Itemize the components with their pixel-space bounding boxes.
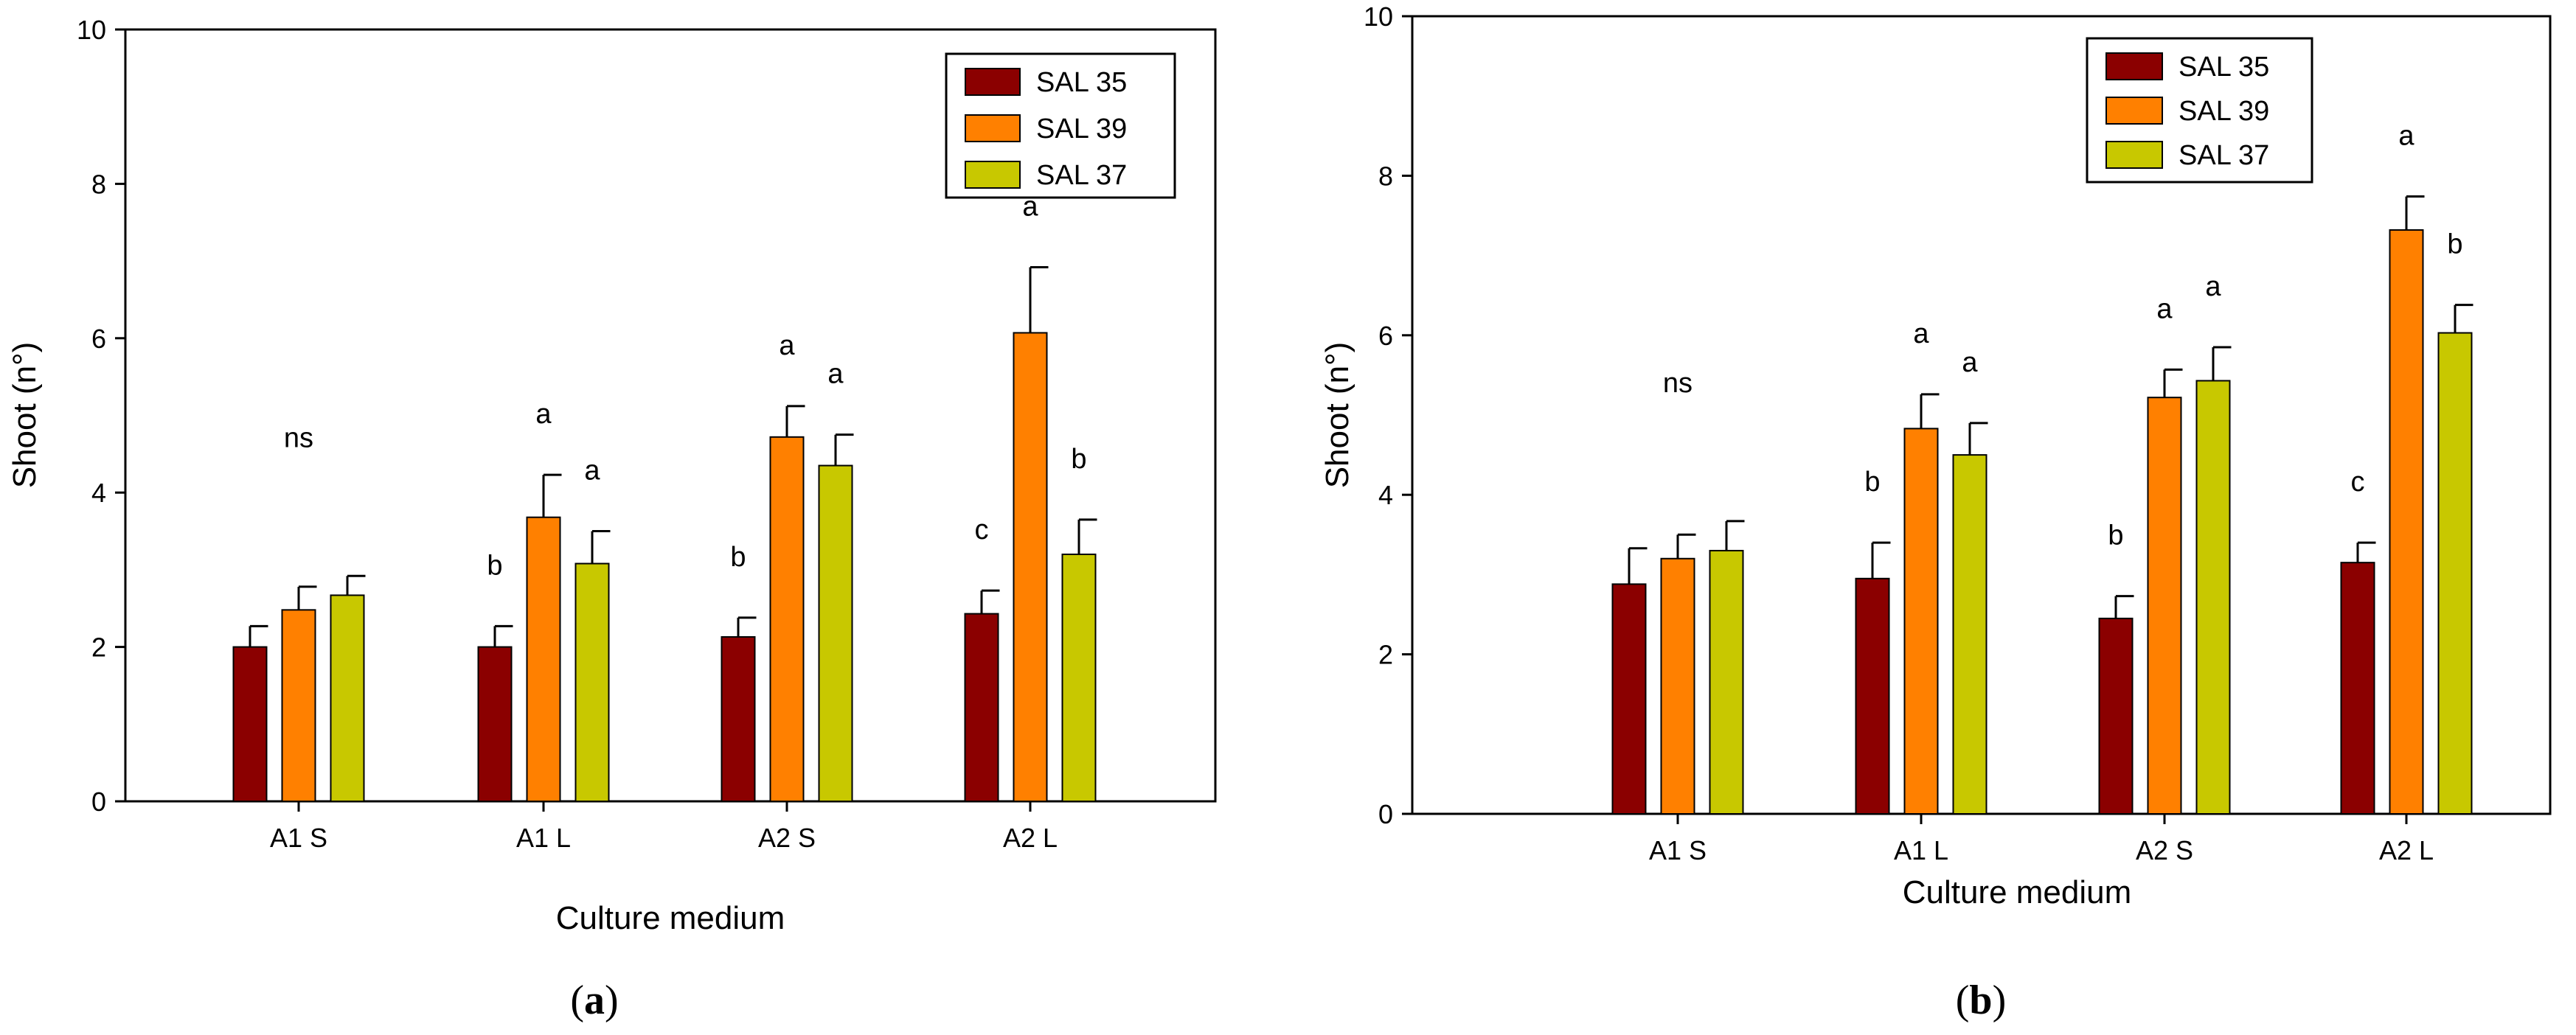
significance-label: a [1022,191,1038,222]
legend-swatch [2105,97,2163,125]
significance-label: b [1864,467,1880,498]
x-tick-label: A1 S [270,823,327,853]
legend-swatch [965,68,1021,96]
bar-sal-37-a1-s [330,594,365,802]
bar-sal-37-a1-l [1952,454,1987,815]
legend-entry-label: SAL 37 [2179,140,2269,171]
x-tick-label: A2 L [2379,835,2434,865]
significance-label: c [2351,467,2365,498]
y-tick-label: 8 [91,169,106,199]
legend-entry-label: SAL 35 [1036,67,1127,98]
significance-label: b [730,542,746,573]
bar-sal-35-a2-l [964,613,999,802]
y-tick-label: 0 [1378,799,1393,829]
significance-label: a [2398,121,2414,152]
significance-label: b [2447,229,2462,260]
significance-label: a [1913,318,1929,349]
x-tick-label: A2 S [758,823,816,853]
legend: SAL 35 SAL 39 SAL 37 [2086,37,2313,184]
bar-sal-35-a1-l [477,646,513,802]
significance-label: b [1071,444,1086,475]
bar-sal-35-a2-s [721,635,756,803]
chart-panel-b: 0 2 4 6 8 10 A1 S A1 L A2 S A2 L ns b a a b a a c a b Cultur… [1319,1,2552,1023]
significance-label: ns [284,422,313,453]
x-tick-label: A1 L [1894,835,1948,865]
panel-label-letter: a [584,978,605,1023]
significance-label: b [2108,520,2123,551]
legend-entry-label: SAL 39 [2179,96,2269,127]
x-tick-label: A1 S [1649,835,1707,865]
panel-label-close: ) [1993,978,2007,1023]
chart-panel-a: 0 2 4 6 8 10 A1 S A1 L A2 S A2 L ns b a a b a a c a b Cultur… [7,15,1217,1023]
bar-sal-39-a2-l [2389,229,2424,815]
bar-sal-37-a1-s [1709,549,1744,815]
significance-label: a [827,359,844,390]
y-tick-label: 6 [91,324,106,354]
bar-sal-39-a2-l [1013,332,1048,802]
panel-label: (a) [570,978,618,1023]
bar-sal-39-a1-l [526,516,561,802]
bar-sal-39-a1-s [1660,557,1695,815]
x-tick-label: A2 L [1003,823,1058,853]
legend-swatch [965,114,1021,142]
legend-swatch [965,161,1021,189]
x-tick-label: A2 S [2136,835,2193,865]
significance-label: b [487,550,502,581]
legend-swatch [2105,141,2163,169]
significance-label: a [2156,293,2173,324]
bar-sal-39-a1-s [281,609,316,802]
y-tick-label: 0 [91,787,106,817]
legend-entry-label: SAL 35 [2179,52,2269,83]
bar-sal-35-a2-s [2098,617,2134,815]
y-tick-label: 2 [91,632,106,663]
significance-label: a [535,399,552,430]
bar-sal-35-a1-l [1855,577,1890,815]
x-axis-title: Culture medium [556,900,785,936]
bar-sal-35-a1-s [1611,583,1647,815]
significance-label: ns [1663,368,1693,399]
significance-label: a [1962,347,1978,378]
bar-sal-37-a2-s [2195,380,2231,815]
y-tick-label: 4 [1378,480,1393,510]
significance-label: c [975,515,989,546]
bar-sal-39-a2-s [769,436,805,802]
legend-entry-label: SAL 37 [1036,160,1127,191]
y-tick-label: 4 [91,478,106,508]
y-axis-title: Shoot (n°) [7,342,43,489]
y-tick-label: 10 [1364,1,1393,32]
y-tick-label: 8 [1378,161,1393,191]
panel-label-letter: b [1969,978,1992,1023]
panel-label-open: ( [1956,978,1970,1023]
bar-sal-37-a2-s [818,464,853,802]
bar-sal-35-a2-l [2340,562,2375,815]
bar-sal-39-a2-s [2147,397,2182,815]
significance-label: a [779,330,795,361]
bar-sal-37-a2-l [1061,553,1097,803]
bar-sal-35-a1-s [232,646,268,802]
bar-sal-39-a1-l [1903,428,1939,815]
x-axis-title: Culture medium [1903,874,2132,910]
panel-label-open: ( [570,978,584,1023]
legend-entry-label: SAL 39 [1036,114,1127,144]
y-axis-title: Shoot (n°) [1319,342,1355,489]
significance-label: a [584,456,600,487]
bar-sal-37-a1-l [574,562,610,802]
y-tick-label: 2 [1378,640,1393,670]
y-tick-label: 6 [1378,321,1393,351]
legend-swatch [2105,52,2163,80]
y-tick-label: 10 [77,15,106,45]
legend: SAL 35 SAL 39 SAL 37 [945,52,1176,199]
bar-sal-37-a2-l [2437,332,2473,815]
x-tick-label: A1 L [516,823,571,853]
plot-frame [124,28,1217,803]
panel-label-close: ) [605,978,619,1023]
significance-label: a [2205,271,2221,302]
panel-label: (b) [1956,978,2006,1023]
